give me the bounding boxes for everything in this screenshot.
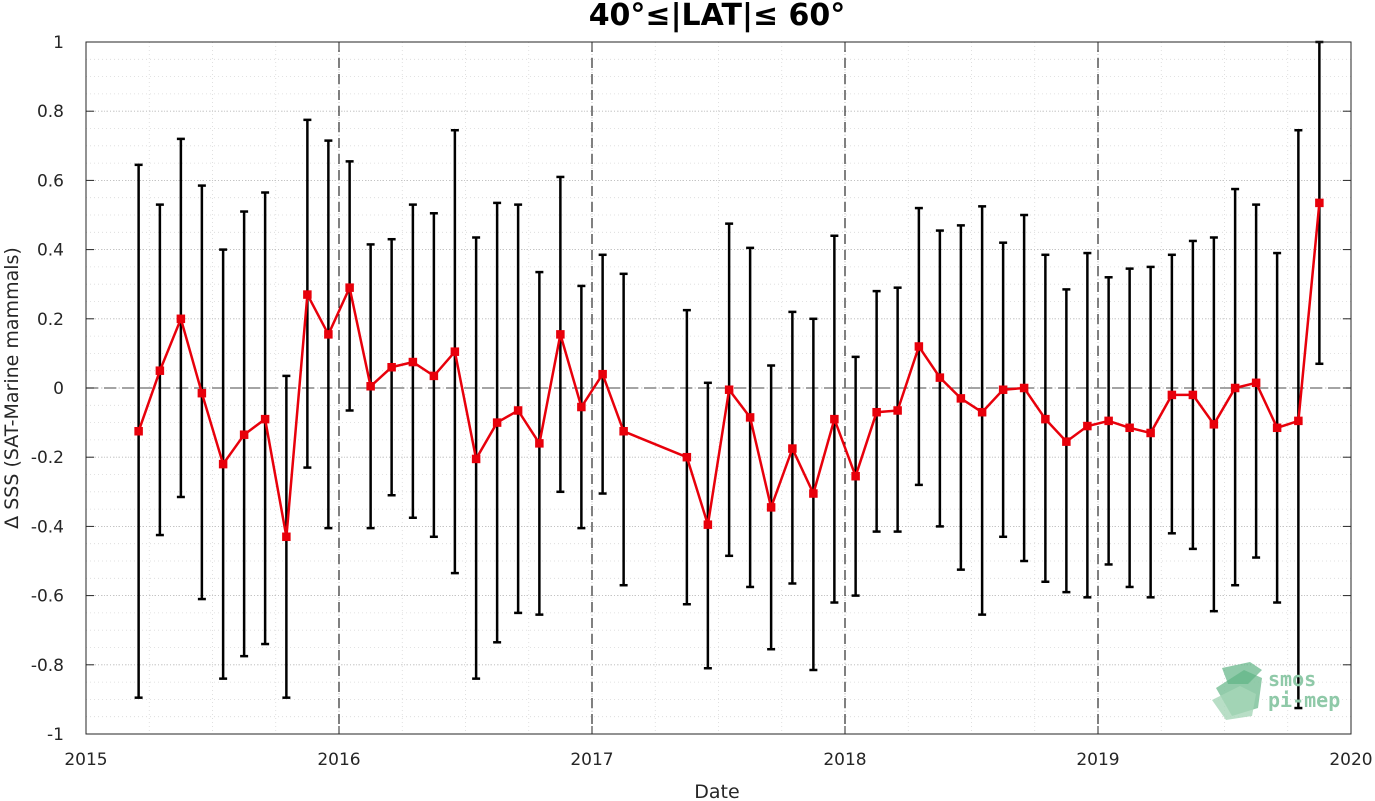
data-point [998, 385, 1008, 394]
y-tick-label: -0.8 [31, 656, 64, 676]
data-point [1272, 423, 1282, 433]
data-point [935, 373, 945, 382]
x-axis-title: Date [694, 781, 739, 801]
data-point [1209, 420, 1219, 429]
data-point [1294, 416, 1303, 426]
y-tick-labels: 1 0.8 0.6 0.4 0.2 0 -0.2 -0.4 -0.6 -0.8 -1 [31, 33, 64, 745]
y-tick-label: -1 [47, 725, 64, 745]
data-point [1125, 423, 1134, 433]
data-point [1315, 198, 1324, 208]
y-tick-label: 0.8 [37, 102, 64, 122]
data-point [429, 371, 439, 381]
data-point [1104, 416, 1113, 426]
data-point [956, 394, 966, 403]
data-point [408, 357, 418, 367]
data-point [155, 366, 165, 375]
axis-ticks [85, 41, 1352, 735]
data-point [345, 283, 354, 292]
data-point [703, 520, 713, 529]
x-tick-label: 2016 [317, 750, 360, 770]
data-point [1041, 414, 1050, 424]
data-point [1167, 390, 1177, 400]
data-point [1251, 378, 1261, 388]
data-point [682, 452, 692, 462]
data-point [809, 489, 818, 498]
y-tick-label: 1 [53, 33, 64, 53]
data-point [872, 407, 881, 417]
data-point [598, 369, 607, 379]
data-point [197, 388, 207, 398]
data-point [366, 382, 375, 391]
data-point [134, 427, 143, 436]
data-point [1146, 428, 1155, 438]
data-point [556, 330, 565, 339]
data-point [239, 430, 249, 439]
data-point [1019, 383, 1029, 393]
data-point [535, 439, 544, 448]
data-point [745, 413, 755, 422]
y-tick-label: -0.4 [31, 517, 64, 537]
chart-title: 40°≤|LAT|≤ 60° [589, 0, 846, 33]
data-point [766, 503, 776, 512]
y-tick-label: -0.6 [31, 587, 64, 607]
data-point [260, 414, 270, 424]
data-point [977, 407, 987, 417]
error-bars [134, 40, 1324, 710]
logo-text-line1: smos [1268, 667, 1316, 691]
x-tick-label: 2017 [570, 750, 613, 770]
data-point [577, 402, 586, 412]
data-point [619, 427, 628, 436]
y-tick-label: 0.6 [37, 171, 64, 191]
data-point [830, 414, 839, 424]
y-tick-label: -0.2 [31, 448, 64, 468]
data-point [1062, 437, 1071, 446]
data-point [893, 406, 902, 415]
data-point [1188, 390, 1198, 400]
logo-text-line2: pi-mep [1268, 688, 1340, 712]
x-tick-label: 2020 [1329, 750, 1372, 770]
y-axis-title: Δ SSS (SAT-Marine mammals) [1, 247, 23, 529]
data-point [724, 385, 734, 394]
data-point [1230, 383, 1240, 393]
x-tick-labels: 2015 2016 2017 2018 2019 2020 [64, 750, 1372, 770]
data-point [788, 444, 797, 453]
x-tick-label: 2015 [64, 750, 107, 770]
x-tick-label: 2018 [823, 750, 866, 770]
data-point [176, 314, 186, 324]
data-point [282, 532, 291, 542]
data-point [387, 362, 396, 372]
data-markers [134, 198, 1324, 542]
data-point [914, 342, 924, 351]
data-point [471, 454, 481, 464]
y-tick-label: 0.4 [37, 241, 64, 261]
data-point [1083, 421, 1092, 431]
y-tick-label: 0.2 [37, 310, 64, 330]
y-tick-label: 0 [53, 379, 64, 399]
data-point [492, 418, 502, 427]
data-point [851, 471, 860, 481]
data-point [303, 290, 312, 299]
smos-pimep-logo: smos pi-mep [1212, 662, 1340, 720]
logo-mark-icon [1212, 662, 1262, 720]
data-point [324, 330, 333, 339]
data-point [513, 406, 523, 415]
x-tick-label: 2019 [1076, 750, 1119, 770]
data-point [450, 347, 460, 356]
data-point [218, 459, 228, 469]
